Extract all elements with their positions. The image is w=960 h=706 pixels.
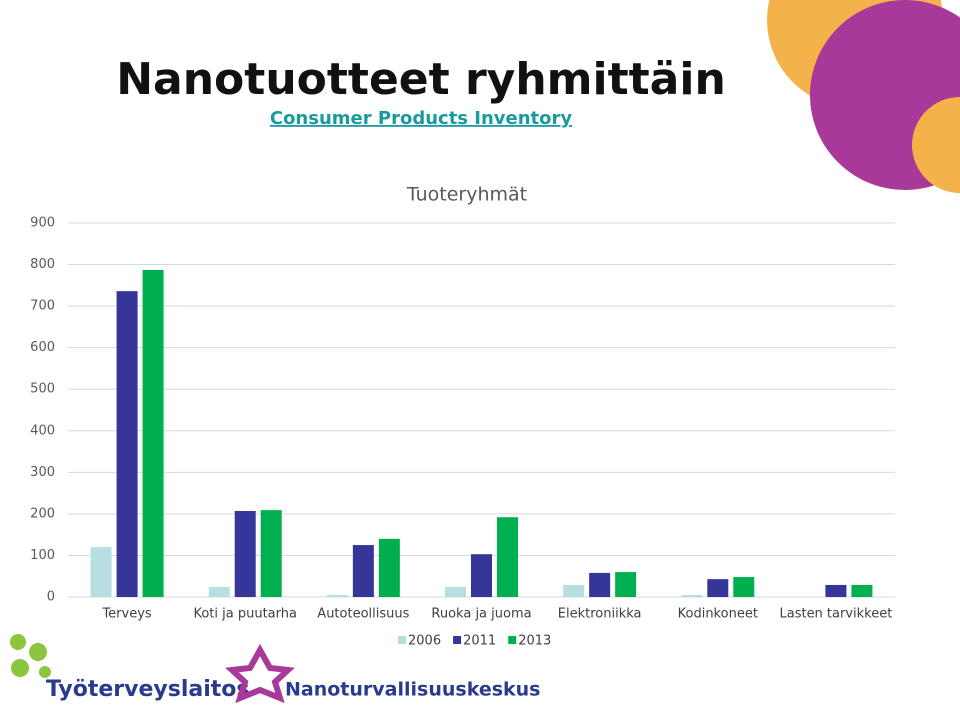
slide-title: Nanotuotteet ryhmittäin xyxy=(116,54,726,105)
legend-swatch xyxy=(453,636,462,644)
bar xyxy=(260,510,282,597)
bar xyxy=(707,579,729,597)
y-tick-label: 400 xyxy=(30,423,55,438)
bar xyxy=(681,594,703,597)
bar xyxy=(90,547,112,597)
logo-shape xyxy=(11,659,29,677)
bar xyxy=(589,572,611,597)
legend-label: 2011 xyxy=(463,634,496,649)
bar xyxy=(352,545,374,597)
legend-label: 2006 xyxy=(408,634,441,649)
y-tick-label: 900 xyxy=(30,216,55,231)
x-tick-label: Kodinkoneet xyxy=(678,607,758,622)
logo-shape xyxy=(39,666,51,678)
bar xyxy=(378,538,400,597)
y-tick-label: 500 xyxy=(30,382,55,397)
bar xyxy=(234,510,256,597)
decor-circle xyxy=(912,97,960,193)
bar xyxy=(825,584,847,597)
bar xyxy=(497,517,518,597)
logo-text: Työterveyslaitos xyxy=(46,677,250,702)
y-tick-label: 700 xyxy=(30,299,55,314)
logo-shape xyxy=(29,643,47,661)
bar xyxy=(445,587,466,597)
x-tick-label: Autoteollisuus xyxy=(317,607,409,622)
bar xyxy=(615,572,637,597)
logo-shape xyxy=(10,634,26,650)
bar xyxy=(142,269,164,597)
y-tick-label: 0 xyxy=(47,590,55,605)
bar xyxy=(208,587,230,597)
bar xyxy=(471,554,492,597)
legend-label: 2013 xyxy=(518,634,551,649)
subtitle-link[interactable]: Consumer Products Inventory xyxy=(270,108,573,129)
logo-shape xyxy=(225,643,295,704)
y-tick-label: 200 xyxy=(30,506,55,521)
x-tick-label: Lasten tarvikkeet xyxy=(779,607,892,622)
bar xyxy=(116,291,138,597)
x-tick-label: Elektroniikka xyxy=(558,607,642,622)
x-tick-label: Koti ja puutarha xyxy=(193,607,297,622)
chart-title: Tuoteryhmät xyxy=(406,184,527,206)
x-tick-label: Ruoka ja juoma xyxy=(431,607,531,622)
y-tick-label: 100 xyxy=(30,548,55,563)
y-tick-label: 600 xyxy=(30,340,55,355)
bar xyxy=(733,577,755,597)
legend-swatch xyxy=(508,636,517,644)
logo-tyoterveyslaitos: Työterveyslaitos xyxy=(10,634,250,702)
logo-text: Nanoturvallisuuskeskus xyxy=(285,679,541,701)
y-tick-label: 300 xyxy=(30,465,55,480)
bar xyxy=(326,594,348,597)
legend-swatch xyxy=(398,636,406,644)
x-tick-label: Terveys xyxy=(101,607,151,622)
logo-nanoturvallisuuskeskus: Nanoturvallisuuskeskus xyxy=(225,643,541,704)
bar xyxy=(563,584,585,597)
bar xyxy=(851,584,873,597)
y-tick-label: 800 xyxy=(30,257,55,272)
